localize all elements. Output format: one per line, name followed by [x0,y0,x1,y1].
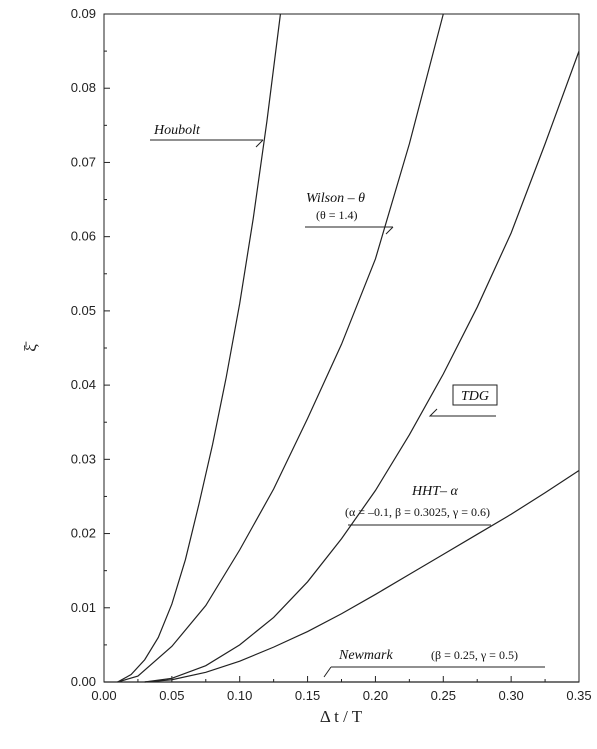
tdg-label-box [452,384,498,406]
label-tdg: TDG [461,389,489,404]
x-tick-label: 0.25 [431,688,456,703]
label-newmark-params: (β = 0.25, γ = 0.5) [431,648,518,662]
x-tick-label: 0.20 [363,688,388,703]
y-tick-label: 0.05 [71,303,96,318]
label-hht: HHT– α [411,484,459,499]
leader-newmark [323,666,545,678]
y-tick-label: 0.03 [71,451,96,466]
series-houbolt [117,13,282,683]
y-tick-label: 0.07 [71,154,96,169]
label-wilson: Wilson – θ [306,191,365,206]
annotations: Houbolt Wilson – θ (θ = 1.4) TDG HHT– α … [150,123,545,678]
y-tick-label: 0.08 [71,80,96,95]
label-wilson-params: (θ = 1.4) [316,208,358,222]
series-tdg [144,50,580,683]
x-tick-label: 0.30 [498,688,523,703]
leader-wilson [305,226,394,235]
series-group [104,13,580,683]
x-tick-label: 0.05 [159,688,184,703]
x-tick-label: 0.15 [295,688,320,703]
y-axis: 0.00 0.01 0.02 0.03 0.04 0.05 0.06 0.07 0.08 0.09 [71,6,110,689]
x-axis: 0.00 0.05 0.10 0.15 0.20 0.25 0.30 0.35 [91,676,592,703]
leader-houbolt [150,139,264,148]
y-tick-label: 0.00 [71,674,96,689]
y-axis-title: ξ̄ [21,341,40,352]
label-newmark: Newmark [338,648,393,663]
series-hht-alpha [144,469,580,683]
x-tick-label: 0.35 [566,688,591,703]
y-tick-label: 0.04 [71,377,96,392]
x-axis-title: Δ t / T [320,707,363,726]
x-tick-label: 0.00 [91,688,116,703]
y-tick-label: 0.01 [71,600,96,615]
label-hht-params: (α = –0.1, β = 0.3025, γ = 0.6) [345,505,490,519]
leader-tdg [428,408,496,417]
x-tick-label: 0.10 [227,688,252,703]
series-wilson-theta [117,13,444,683]
plot-frame [103,13,580,683]
label-houbolt: Houbolt [153,123,201,138]
y-tick-label: 0.02 [71,526,96,541]
y-tick-label: 0.06 [71,229,96,244]
y-tick-label: 0.09 [71,6,96,21]
